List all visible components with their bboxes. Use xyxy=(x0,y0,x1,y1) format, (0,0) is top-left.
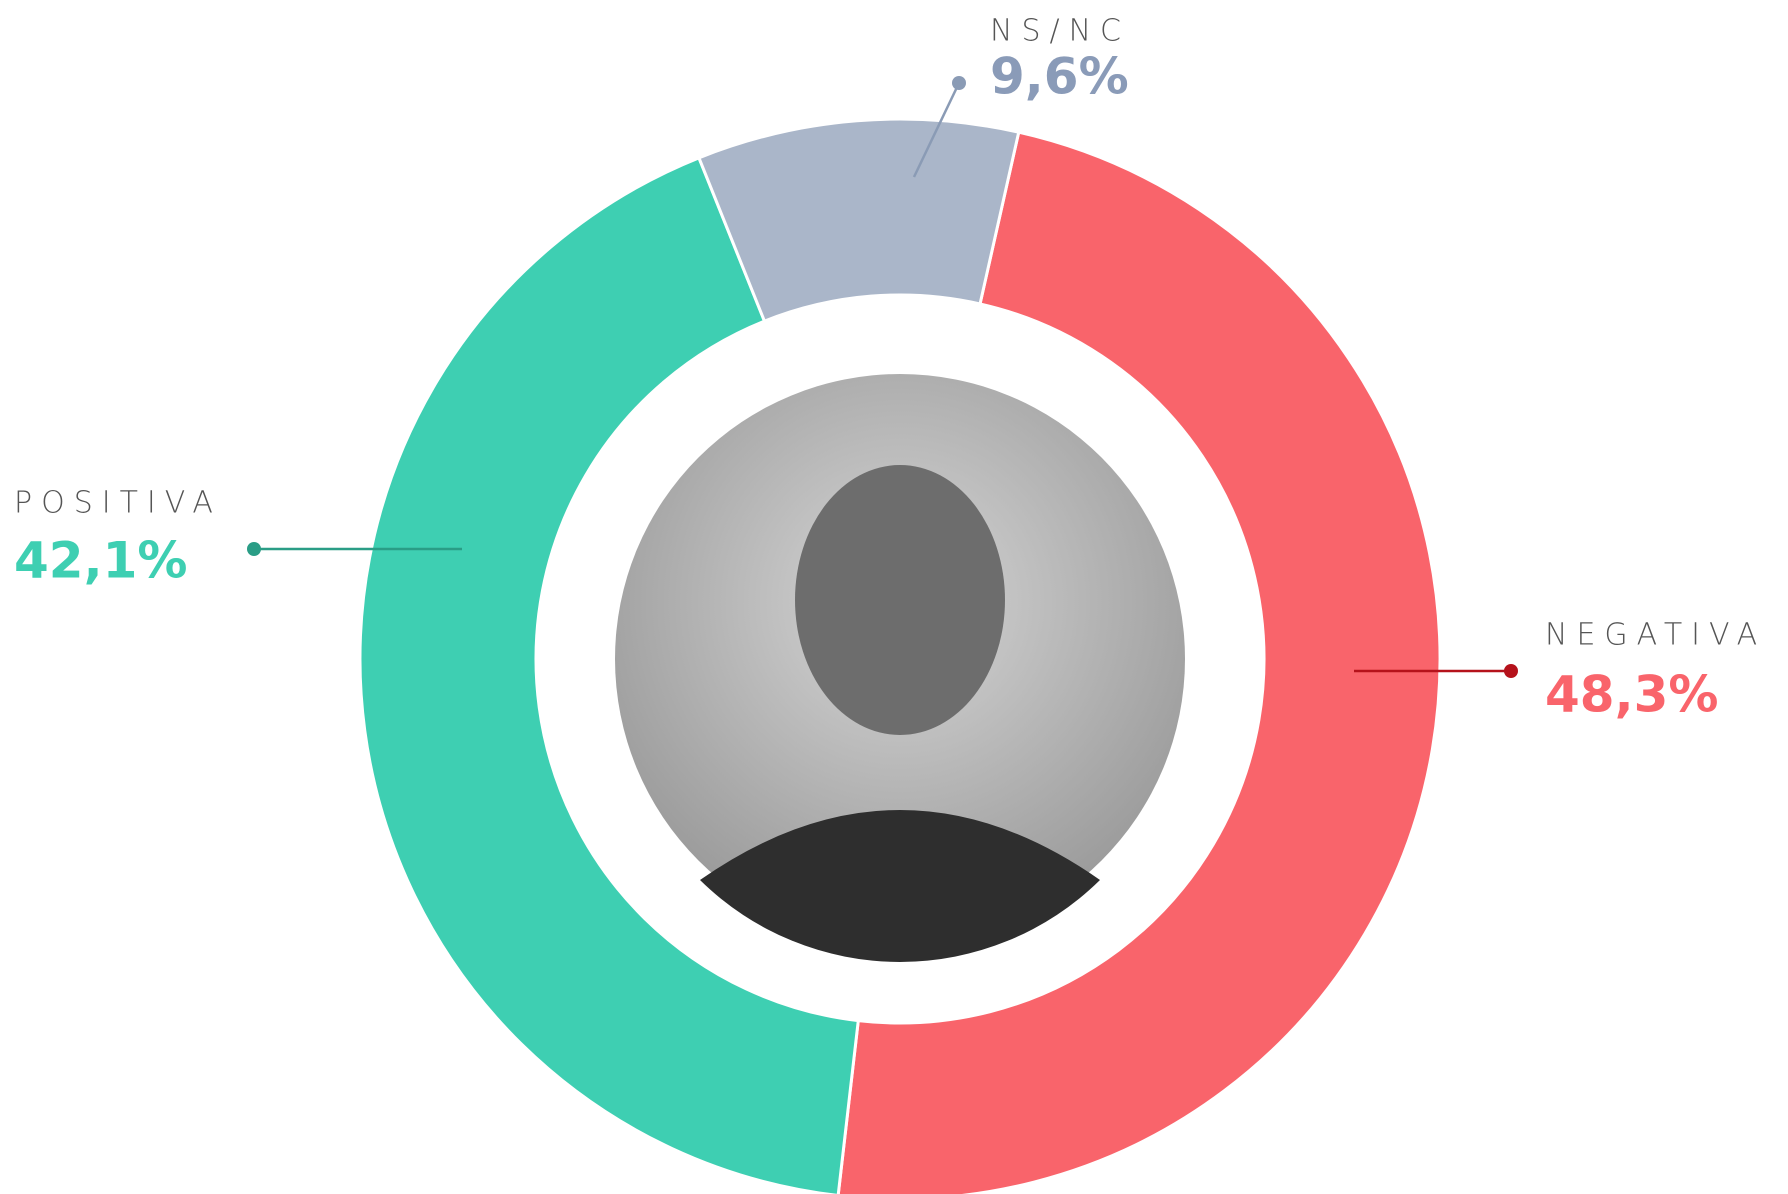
leader-dot xyxy=(1504,664,1518,678)
leader-line xyxy=(912,82,961,178)
leader-dot xyxy=(247,542,261,556)
category-label: POSITIVA xyxy=(14,486,222,521)
portrait-suit xyxy=(700,810,1100,962)
category-label: NS/NC xyxy=(990,14,1130,49)
donut-segment xyxy=(696,117,1021,324)
value-label: 9,6% xyxy=(990,48,1129,106)
category-label: NEGATIVA xyxy=(1545,618,1766,653)
value-label: 42,1% xyxy=(14,532,187,590)
leader-dot xyxy=(952,76,966,90)
portrait-face xyxy=(795,465,1005,735)
donut-segment xyxy=(836,130,1442,1194)
donut-segment xyxy=(358,155,860,1194)
donut xyxy=(358,117,1442,1194)
value-label: 48,3% xyxy=(1545,666,1718,724)
